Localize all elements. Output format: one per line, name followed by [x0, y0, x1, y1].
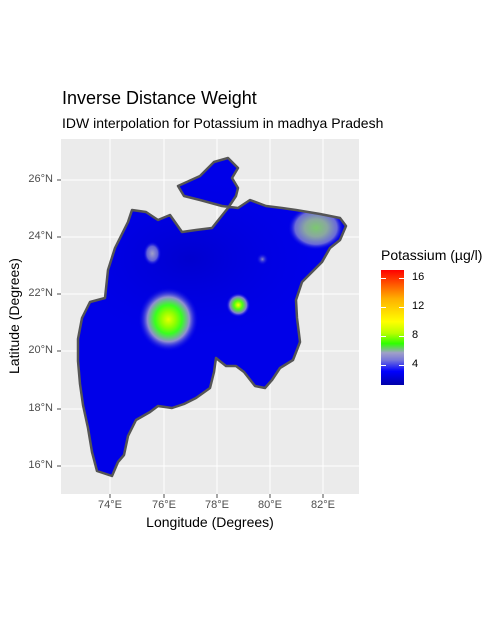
y-tick-label: 20°N	[28, 344, 53, 356]
legend-tick	[381, 365, 386, 366]
x-tick-label: 78°E	[205, 499, 229, 511]
hotspot	[256, 253, 269, 266]
legend-label: 8	[412, 329, 419, 341]
x-tick-label: 74°E	[98, 499, 122, 511]
legend-tick	[399, 278, 404, 279]
x-tick-label: 76°E	[152, 499, 176, 511]
legend-tick	[381, 336, 386, 337]
hotspot	[143, 241, 162, 266]
legend-tick	[381, 307, 386, 308]
legend-colorbar	[381, 270, 404, 385]
x-axis-label: Longitude (Degrees)	[146, 514, 274, 530]
legend-label: 16	[412, 271, 425, 283]
y-tick-label: 24°N	[28, 230, 53, 242]
map-subtitle: IDW interpolation for Potassium in madhy…	[62, 115, 384, 131]
y-axis-label: Latitude (Degrees)	[6, 258, 22, 374]
hotspot	[226, 293, 251, 317]
y-tick-label: 16°N	[28, 459, 53, 471]
y-tick-label: 22°N	[28, 287, 53, 299]
legend-tick	[399, 365, 404, 366]
map-title: Inverse Distance Weight	[62, 88, 257, 108]
x-tick-label: 80°E	[258, 499, 282, 511]
legend-tick	[381, 278, 386, 279]
legend-title: Potassium (µg/l)	[381, 247, 483, 263]
axis-ticks	[57, 179, 324, 498]
x-tick-label: 82°E	[311, 499, 335, 511]
y-tick-label: 18°N	[28, 402, 53, 414]
y-tick-label: 26°N	[28, 173, 53, 185]
hotspot	[138, 287, 199, 352]
legend-label: 12	[412, 300, 425, 312]
legend-tick	[399, 336, 404, 337]
legend-tick	[399, 307, 404, 308]
madhya-pradesh-region	[76, 156, 348, 478]
legend-label: 4	[412, 358, 419, 370]
